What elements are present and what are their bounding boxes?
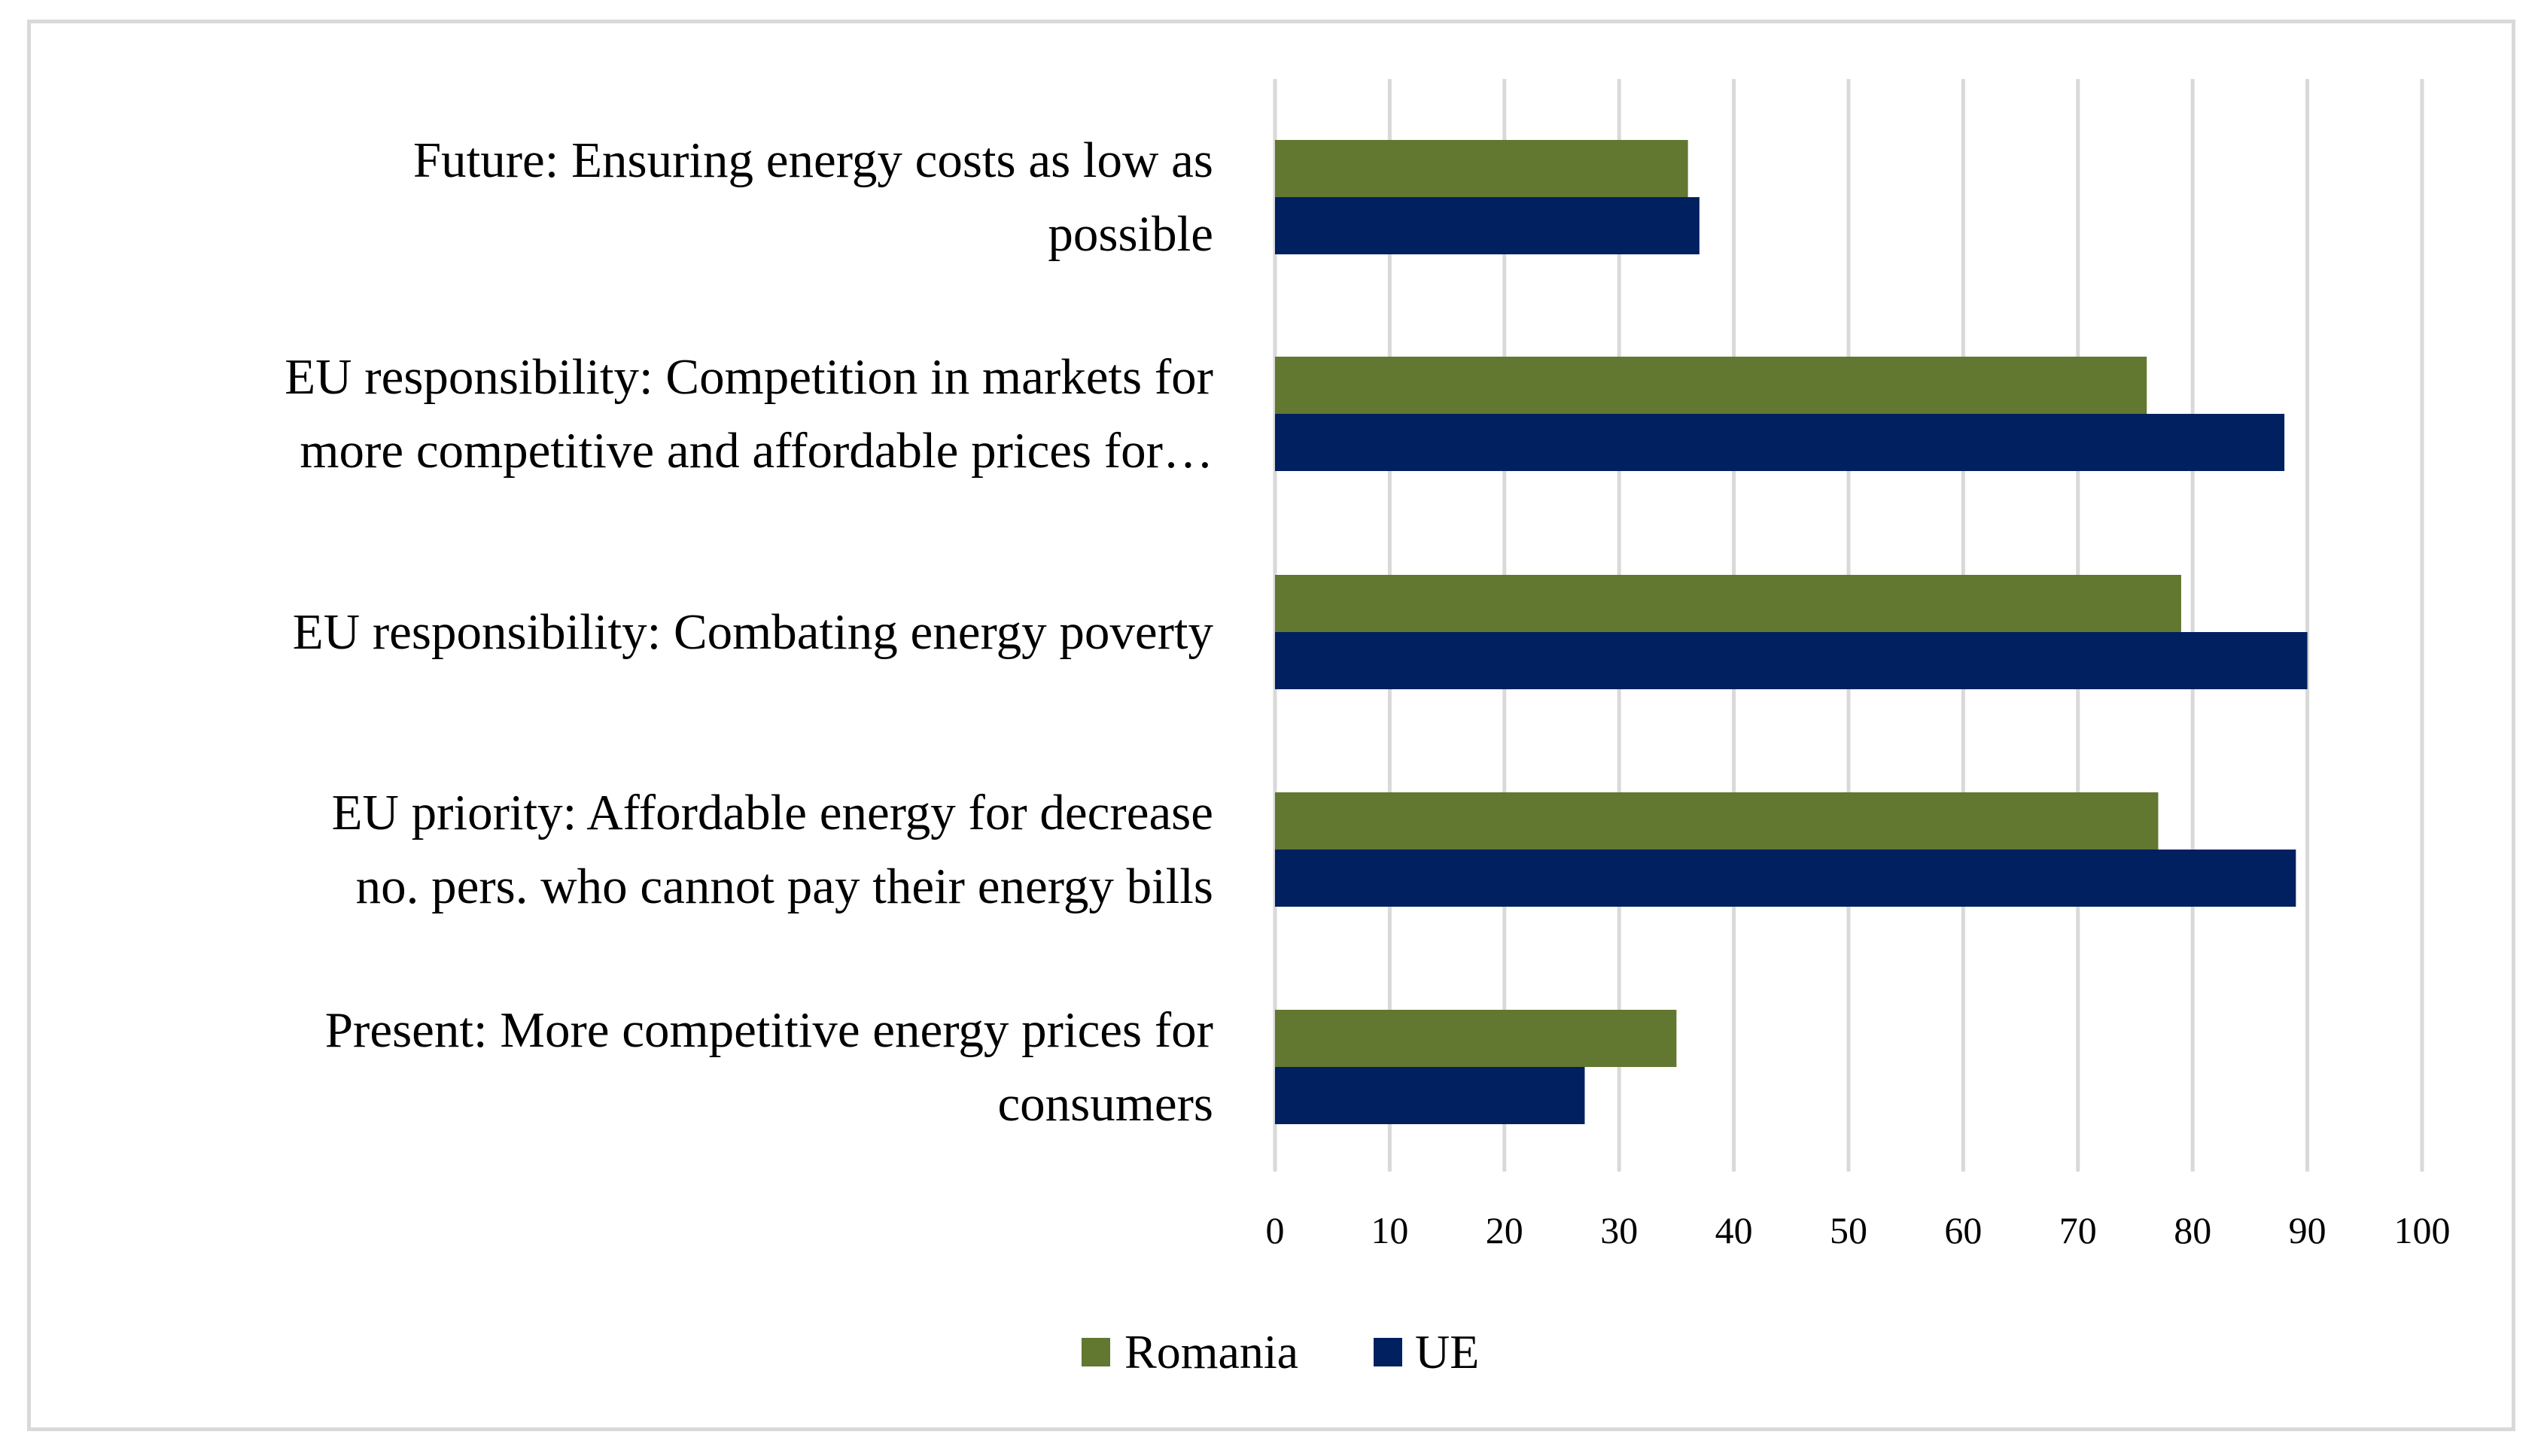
x-tick-label: 60 [1944, 1209, 1982, 1251]
x-axis-tick-labels: 0 10 20 30 40 50 60 70 80 90 100 [1266, 1209, 2451, 1251]
category-label: consumers [997, 1076, 1213, 1132]
bar-ue-3 [1275, 850, 2296, 907]
x-tick-label: 80 [2174, 1209, 2211, 1251]
bars [1275, 140, 2308, 1124]
category-label: EU priority: Affordable energy for decre… [332, 785, 1213, 840]
x-tick-label: 0 [1266, 1209, 1285, 1251]
x-tick-label: 40 [1715, 1209, 1753, 1251]
legend-label-romania: Romania [1124, 1325, 1298, 1378]
x-tick-label: 30 [1600, 1209, 1638, 1251]
chart-frame [27, 20, 2515, 1431]
legend-swatch-romania [1082, 1338, 1110, 1366]
legend: Romania UE [1082, 1325, 1479, 1378]
legend-label-ue: UE [1415, 1325, 1479, 1378]
x-tick-label: 90 [2289, 1209, 2326, 1251]
category-label: Future: Ensuring energy costs as low as [413, 132, 1213, 188]
bar-romania-0 [1275, 140, 1688, 197]
legend-swatch-ue [1374, 1338, 1402, 1366]
bar-romania-3 [1275, 792, 2159, 850]
bar-ue-2 [1275, 632, 2308, 689]
category-label: EU responsibility: Competition in market… [285, 349, 1213, 405]
x-tick-label: 20 [1486, 1209, 1523, 1251]
category-label: Present: More competitive energy prices … [325, 1002, 1213, 1058]
category-labels: Future: Ensuring energy costs as low as p… [285, 132, 1213, 1132]
bar-romania-4 [1275, 1010, 1677, 1067]
gridlines [1273, 79, 2424, 1172]
x-tick-label: 70 [2059, 1209, 2097, 1251]
bar-romania-1 [1275, 357, 2147, 414]
bar-ue-0 [1275, 197, 1700, 254]
bar-ue-1 [1275, 414, 2285, 471]
bar-ue-4 [1275, 1067, 1585, 1124]
x-tick-label: 50 [1830, 1209, 1867, 1251]
x-tick-label: 10 [1371, 1209, 1408, 1251]
category-label: more competitive and affordable prices f… [300, 423, 1213, 479]
category-label: EU responsibility: Combating energy pove… [293, 604, 1214, 660]
category-label: possible [1048, 206, 1213, 262]
x-tick-label: 100 [2394, 1209, 2451, 1251]
bar-romania-2 [1275, 575, 2181, 632]
category-label: no. pers. who cannot pay their energy bi… [356, 859, 1213, 914]
